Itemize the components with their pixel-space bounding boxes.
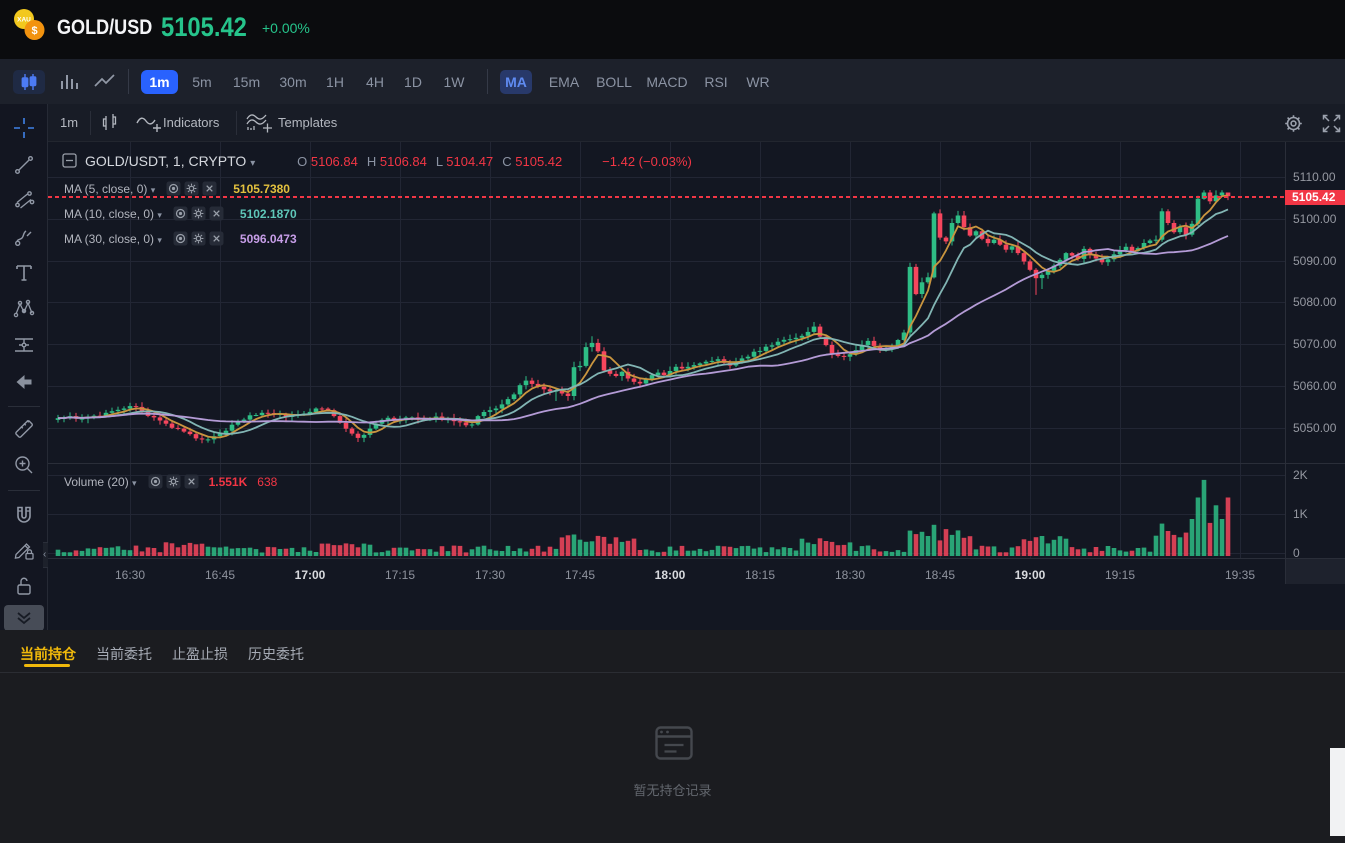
svg-text:XAU: XAU xyxy=(17,17,31,24)
svg-text:$: $ xyxy=(31,25,37,37)
